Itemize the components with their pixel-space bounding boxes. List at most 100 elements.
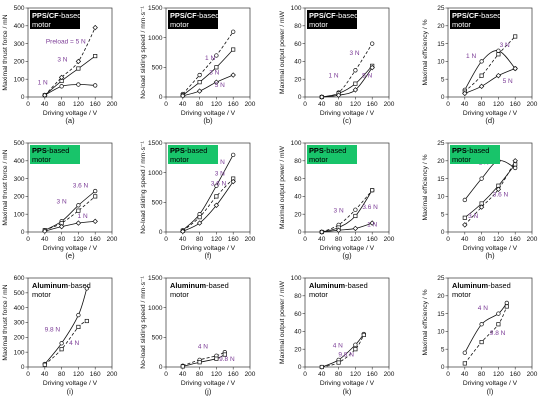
- y-axis-label: Maximal efficiency / %: [422, 289, 429, 355]
- x-axis-label: Driving voltage / V: [463, 380, 518, 387]
- y-tick-label: 0: [21, 364, 25, 371]
- series-line: [44, 190, 96, 231]
- y-axis-label: Maximal thrust force / mN: [2, 149, 9, 225]
- x-tick-label: 160: [228, 236, 239, 243]
- motor-title: Aluminum-based motor: [452, 281, 511, 299]
- data-point: [76, 203, 81, 208]
- x-axis-label: Driving voltage / V: [320, 380, 375, 387]
- x-tick-label: 200: [527, 101, 538, 108]
- series-line: [321, 222, 373, 233]
- series-line: [464, 302, 508, 353]
- series-annotation: 4 N: [69, 340, 79, 347]
- x-tick-label: 160: [228, 371, 239, 378]
- data-point: [336, 360, 341, 365]
- y-tick-label: 25: [437, 140, 445, 147]
- y-tick-label: 300: [14, 320, 25, 327]
- y-tick-label: 40: [294, 59, 302, 66]
- x-tick-label: 80: [478, 101, 486, 108]
- series-annotation: 9.8 N: [338, 351, 354, 358]
- x-tick-label: 120: [73, 101, 84, 108]
- data-point: [462, 215, 467, 220]
- series-line: [44, 55, 96, 96]
- series-annotation: 3 N: [349, 50, 359, 57]
- y-tick-label: 1000: [148, 35, 163, 42]
- x-tick-label: 40: [41, 236, 49, 243]
- series-annotation: 1 N: [367, 222, 377, 229]
- x-axis-label: Driving voltage / V: [463, 245, 518, 252]
- series-line: [321, 334, 365, 368]
- y-tick-label: 10: [437, 59, 445, 66]
- series-line: [182, 351, 225, 367]
- data-point: [319, 229, 325, 235]
- series-annotation: 1 N: [205, 55, 215, 62]
- x-tick-label: 0: [446, 371, 450, 378]
- data-point: [352, 225, 359, 232]
- data-point: [479, 73, 484, 78]
- x-tick-label: 200: [527, 236, 538, 243]
- data-point: [513, 165, 518, 171]
- data-point: [59, 84, 64, 89]
- y-tick-label: 15: [437, 41, 445, 48]
- data-point: [496, 52, 501, 57]
- panel-f: 0 40 80 120 160 200 0 500 1000 1500 Driving voltag…: [140, 140, 256, 260]
- y-tick-label: 500: [152, 335, 163, 342]
- data-point: [462, 222, 468, 228]
- data-point: [58, 223, 65, 230]
- x-tick-label: 0: [164, 371, 168, 378]
- x-tick-label: 0: [26, 236, 30, 243]
- x-tick-label: 200: [107, 371, 118, 378]
- data-point: [496, 322, 501, 327]
- x-axis-label: Driving voltage / V: [181, 380, 236, 387]
- data-point: [495, 186, 502, 192]
- y-axis-label: No-load sliding speed / mm·s⁻¹: [140, 141, 147, 234]
- x-tick-label: 40: [461, 371, 469, 378]
- data-point: [214, 194, 219, 199]
- y-tick-label: 20: [437, 158, 445, 165]
- motor-title-box: [306, 279, 358, 300]
- x-tick-label: 80: [58, 371, 66, 378]
- x-axis-label: Driving voltage / V: [320, 110, 375, 117]
- series-line: [464, 160, 516, 226]
- data-point: [180, 93, 186, 99]
- y-tick-label: 0: [441, 94, 445, 101]
- series-annotation: 3 N: [500, 42, 510, 49]
- y-tick-label: 0: [159, 229, 163, 236]
- y-tick-label: 500: [14, 140, 25, 147]
- panel-sublabel: (c): [343, 116, 352, 125]
- series-annotation: 4 N: [198, 344, 208, 351]
- y-axis-label: Maximal output power / mW: [279, 10, 286, 94]
- data-point: [214, 356, 219, 361]
- motor-title: Aluminum-based motor: [170, 281, 229, 299]
- panel-a: 0 40 80 120 160 200 0 100 200 300 400 500 Driving vo…: [2, 5, 118, 125]
- x-tick-label: 80: [196, 101, 204, 108]
- y-tick-label: 80: [294, 158, 302, 165]
- y-tick-label: 200: [14, 194, 25, 201]
- data-point: [76, 66, 81, 71]
- y-tick-label: 25: [437, 5, 445, 12]
- y-tick-label: 60: [294, 311, 302, 318]
- data-point: [196, 88, 203, 94]
- x-tick-label: 160: [90, 101, 101, 108]
- x-tick-label: 200: [527, 371, 538, 378]
- x-tick-label: 160: [367, 101, 378, 108]
- y-axis-label: Maximal efficiency / %: [422, 19, 429, 85]
- data-point: [361, 332, 366, 338]
- data-point: [76, 324, 81, 330]
- motor-title-box: [30, 10, 80, 29]
- x-tick-label: 120: [493, 236, 504, 243]
- motor-title: PPS/CF-based motor: [170, 11, 219, 29]
- y-tick-label: 1500: [148, 275, 163, 282]
- x-tick-label: 80: [196, 371, 204, 378]
- data-point: [353, 81, 358, 86]
- data-point: [196, 220, 203, 226]
- series-line: [182, 49, 234, 96]
- data-point: [197, 72, 202, 78]
- y-tick-label: 0: [159, 94, 163, 101]
- x-tick-label: 40: [41, 101, 49, 108]
- x-tick-label: 40: [179, 236, 187, 243]
- panel-sublabel: (d): [485, 116, 495, 125]
- data-point: [84, 286, 89, 291]
- x-tick-label: 120: [211, 101, 222, 108]
- y-tick-label: 20: [294, 76, 302, 83]
